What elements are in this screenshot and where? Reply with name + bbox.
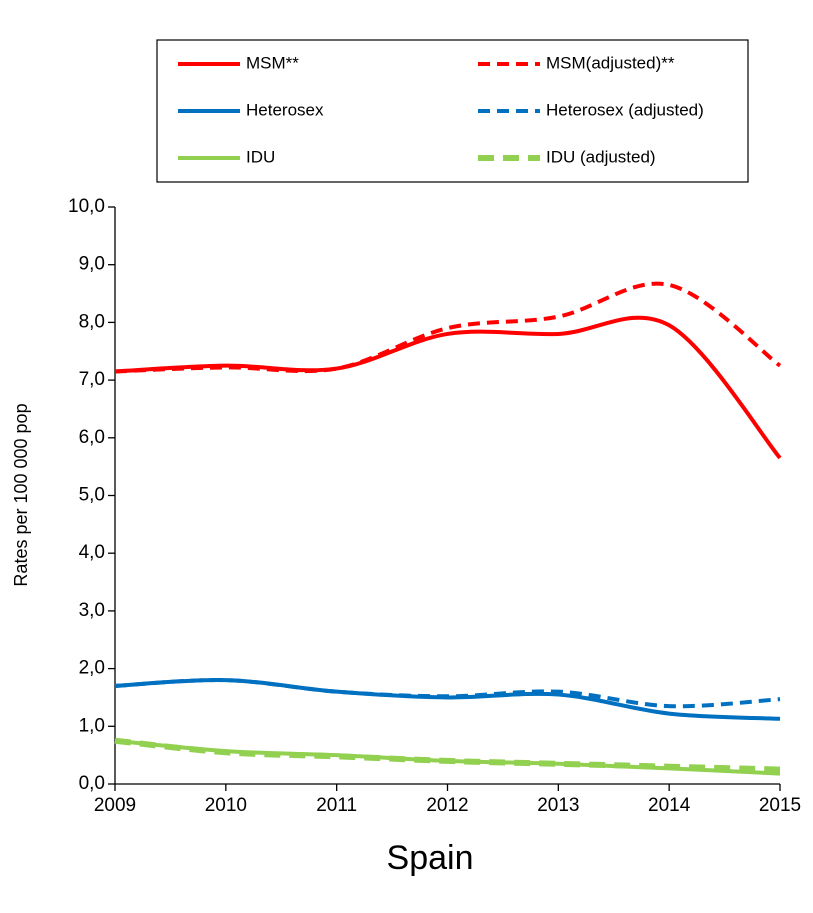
x-tick-label: 2011 [316, 795, 357, 816]
series-line [114, 678, 781, 709]
y-tick-label: 5,0 [79, 485, 105, 506]
y-tick-label: 6,0 [79, 427, 105, 448]
legend-label: Heterosex (adjusted) [546, 100, 704, 119]
chart-title: Spain [387, 839, 474, 877]
series-line [114, 738, 781, 776]
x-tick-label: 2014 [648, 795, 691, 816]
y-axis-label: Rates per 100 000 pop [11, 403, 31, 586]
x-tick-label: 2010 [205, 795, 247, 816]
y-tick-label: 0,0 [79, 773, 105, 794]
y-tick-label: 2,0 [79, 658, 105, 679]
legend-box [156, 39, 749, 183]
y-tick-label: 1,0 [79, 715, 105, 736]
y-tick-label: 4,0 [79, 542, 105, 563]
x-tick-label: 2015 [759, 795, 801, 816]
legend-label: IDU [246, 147, 275, 166]
x-tick-label: 2013 [537, 795, 579, 816]
legend-label: MSM(adjusted)** [546, 53, 675, 72]
legend-label: IDU (adjusted) [546, 147, 656, 166]
y-tick-label: 7,0 [79, 369, 105, 390]
series-line [114, 737, 781, 773]
series-line [114, 678, 781, 721]
series-line [114, 315, 782, 460]
x-tick-label: 2009 [94, 795, 136, 816]
x-tick-label: 2012 [426, 795, 468, 816]
series-line [114, 281, 782, 374]
legend-label: Heterosex [246, 100, 324, 119]
y-tick-label: 3,0 [79, 600, 105, 621]
legend-label: MSM** [246, 53, 299, 72]
y-tick-label: 10,0 [68, 196, 105, 217]
y-tick-label: 8,0 [79, 311, 105, 332]
y-tick-label: 9,0 [79, 254, 105, 275]
